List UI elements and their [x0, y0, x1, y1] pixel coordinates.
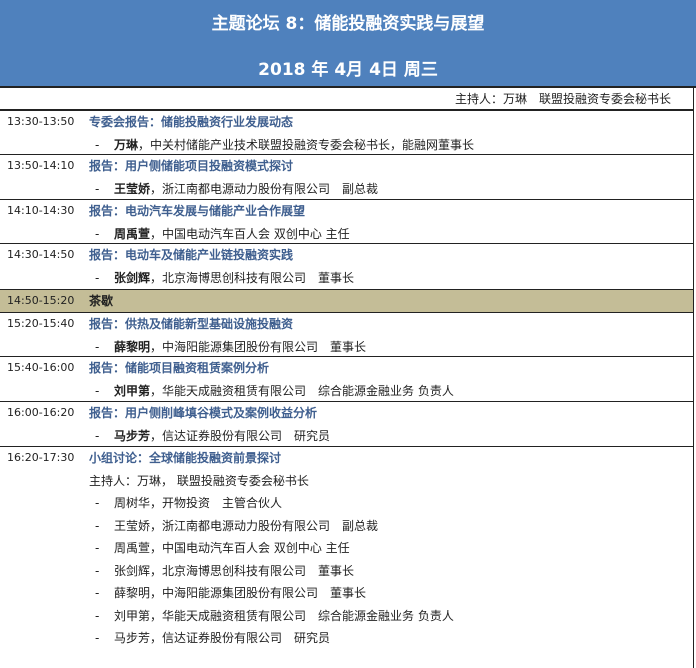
break-row: 14:50-15:20 茶歇: [0, 290, 694, 313]
forum-date: 2018 年 4月 4日 周三: [258, 60, 438, 80]
dash: -: [95, 608, 100, 623]
dash: -: [95, 339, 100, 354]
speaker-affiliation: ，华能天成融资租赁有限公司 综合能源金融业务 负责人: [150, 383, 454, 398]
speaker-affiliation: ，中关村储能产业技术联盟投融资专委会秘书长，能融网董事长: [138, 137, 475, 152]
session-title: 小组讨论：全球储能投融资前景探讨: [89, 451, 282, 465]
session-title: 茶歇: [89, 294, 114, 308]
dash: -: [95, 541, 100, 555]
panelist: 周禹萱，中国电动汽车百人会 双创中心 主任: [114, 541, 350, 555]
dash: -: [95, 518, 100, 533]
header-banner: 主题论坛 8：储能投融资实践与展望 2018 年 4月 4日 周三: [0, 0, 696, 88]
panelist: 刘甲第，华能天成融资租赁有限公司 综合能源金融业务 负责人: [114, 608, 454, 623]
session-time: 14:10-14:30: [7, 204, 75, 217]
session-title: 报告：供热及储能新型基础设施投融资: [89, 317, 294, 331]
speaker-name: 周禹萱: [114, 226, 151, 241]
speaker: 薛黎明，中海阳能源集团股份有限公司 董事长: [114, 336, 366, 358]
speaker-affiliation: ，中国电动汽车百人会 双创中心 主任: [150, 226, 350, 241]
session-time: 15:40-16:00: [7, 361, 75, 374]
speaker-name: 刘甲第: [114, 383, 151, 398]
session-row: 14:30-14:50 报告：电动车及储能产业链投融资实践 - 张剑辉，北京海博思创科…: [0, 244, 694, 290]
speaker: 万琳，中关村储能产业技术联盟投融资专委会秘书长，能融网董事长: [114, 134, 474, 156]
session-time: 14:50-15:20: [7, 294, 75, 307]
session-title: 报告：用户侧削峰填谷模式及案例收益分析: [89, 406, 318, 420]
session-row: 14:10-14:30 报告：电动汽车发展与储能产业合作展望 - 周禹萱，中国电动汽车…: [0, 200, 694, 244]
session-title: 报告：储能项目融资租赁案例分析: [89, 361, 270, 375]
speaker-affiliation: ，信达证券股份有限公司 研究员: [150, 428, 331, 443]
speaker: 王莹娇，浙江南都电源动力股份有限公司 副总裁: [114, 178, 378, 200]
session-row: 15:40-16:00 报告：储能项目融资租赁案例分析 - 刘甲第，华能天成融资租赁有…: [0, 357, 694, 402]
panel-session: 16:20-17:30 小组讨论：全球储能投融资前景探讨 主持人：万琳， 联盟投融…: [0, 447, 694, 668]
speaker-affiliation: ，中海阳能源集团股份有限公司 董事长: [150, 339, 367, 354]
panelist: 王莹娇，浙江南都电源动力股份有限公司 副总裁: [114, 518, 379, 533]
dash: -: [95, 270, 100, 285]
session-title: 专委会报告：储能投融资行业发展动态: [89, 115, 294, 129]
session-title: 报告：电动车及储能产业链投融资实践: [89, 248, 294, 262]
speaker-name: 薛黎明: [114, 339, 151, 354]
dash: -: [95, 586, 100, 600]
session-time: 16:20-17:30: [7, 451, 75, 464]
speaker-name: 马步芳: [114, 428, 151, 443]
dash: -: [95, 383, 100, 398]
dash: -: [95, 631, 100, 645]
panelist: 周树华，开物投资 主管合伙人: [114, 496, 283, 510]
dash: -: [95, 496, 100, 510]
session-time: 13:50-14:10: [7, 159, 75, 172]
session-title: 报告：用户侧储能项目投融资模式探讨: [89, 159, 294, 173]
panelist: 薛黎明，中海阳能源集团股份有限公司 董事长: [114, 586, 367, 600]
dash: -: [95, 137, 100, 152]
session-time: 14:30-14:50: [7, 248, 75, 261]
dash: -: [95, 181, 100, 196]
speaker: 周禹萱，中国电动汽车百人会 双创中心 主任: [114, 223, 350, 245]
session-row: 13:50-14:10 报告：用户侧储能项目投融资模式探讨 - 王莹娇，浙江南都电源动…: [0, 155, 694, 200]
session-time: 15:20-15:40: [7, 317, 75, 330]
session-row: 13:30-13:50 专委会报告：储能投融资行业发展动态 - 万琳，中关村储能产业技…: [0, 111, 694, 155]
speaker-name: 万琳: [114, 137, 139, 152]
session-time: 13:30-13:50: [7, 115, 75, 128]
dash: -: [95, 563, 100, 578]
panelist: 马步芳，信达证券股份有限公司 研究员: [114, 631, 331, 645]
speaker-affiliation: ，浙江南都电源动力股份有限公司 副总裁: [150, 181, 379, 196]
speaker: 张剑辉，北京海博思创科技有限公司 董事长: [114, 267, 354, 289]
speaker: 马步芳，信达证券股份有限公司 研究员: [114, 425, 330, 447]
host-line: 主持人：万琳 联盟投融资专委会秘书长: [0, 88, 694, 111]
speaker: 刘甲第，华能天成融资租赁有限公司 综合能源金融业务 负责人: [114, 380, 454, 402]
dash: -: [95, 226, 100, 241]
speaker-name: 张剑辉: [114, 270, 151, 285]
speaker-name: 王莹娇: [114, 181, 151, 196]
session-time: 16:00-16:20: [7, 406, 75, 419]
session-row: 16:00-16:20 报告：用户侧削峰填谷模式及案例收益分析 - 马步芳，信达证券股…: [0, 402, 694, 447]
speaker-affiliation: ，北京海博思创科技有限公司 董事长: [150, 270, 355, 285]
session-title: 报告：电动汽车发展与储能产业合作展望: [89, 204, 306, 218]
panelist: 张剑辉，北京海博思创科技有限公司 董事长: [114, 563, 355, 578]
panel-moderator: 主持人：万琳， 联盟投融资专委会秘书长: [89, 473, 309, 488]
dash: -: [95, 428, 100, 443]
session-row: 15:20-15:40 报告：供热及储能新型基础设施投融资 - 薛黎明，中海阳能源集团…: [0, 313, 694, 357]
forum-title: 主题论坛 8：储能投融资实践与展望: [211, 14, 485, 34]
